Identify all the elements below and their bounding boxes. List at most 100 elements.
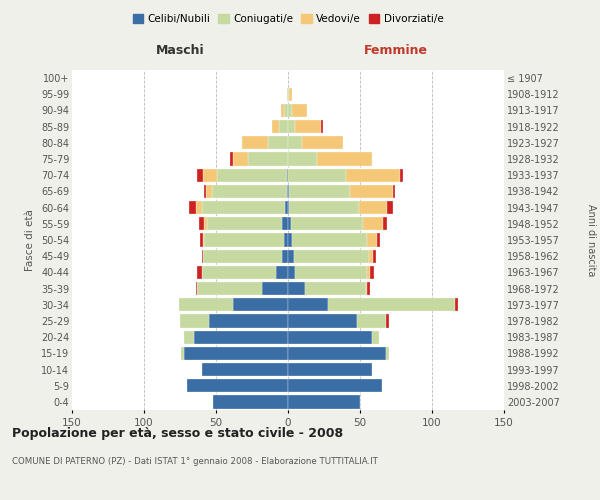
Bar — [292, 104, 307, 117]
Bar — [179, 298, 233, 312]
Bar — [188, 201, 196, 214]
Bar — [368, 250, 373, 263]
Bar — [288, 314, 357, 328]
Bar — [288, 379, 382, 392]
Bar — [202, 266, 277, 279]
Bar — [196, 282, 197, 295]
Bar — [289, 201, 359, 214]
Bar — [363, 217, 383, 230]
Text: Femmine: Femmine — [364, 44, 428, 57]
Bar — [370, 266, 374, 279]
Bar — [288, 168, 346, 182]
Bar — [367, 234, 377, 246]
Bar — [187, 379, 288, 392]
Bar — [282, 217, 288, 230]
Y-axis label: Fasce di età: Fasce di età — [25, 209, 35, 271]
Bar — [317, 152, 371, 166]
Bar — [288, 136, 302, 149]
Bar — [288, 104, 292, 117]
Bar — [205, 185, 206, 198]
Bar — [305, 282, 366, 295]
Bar — [202, 201, 285, 214]
Bar — [202, 250, 203, 263]
Bar — [282, 250, 288, 263]
Bar — [277, 266, 288, 279]
Bar — [288, 201, 289, 214]
Bar — [281, 104, 284, 117]
Bar — [205, 234, 284, 246]
Bar — [262, 282, 288, 295]
Bar — [217, 168, 287, 182]
Bar — [206, 185, 212, 198]
Bar — [203, 234, 205, 246]
Bar — [294, 250, 368, 263]
Bar — [328, 298, 455, 312]
Bar — [197, 266, 202, 279]
Bar — [284, 104, 288, 117]
Bar — [272, 120, 280, 134]
Bar — [285, 201, 288, 214]
Bar — [367, 282, 370, 295]
Bar — [288, 250, 294, 263]
Bar — [196, 201, 202, 214]
Bar — [393, 185, 395, 198]
Bar — [203, 168, 217, 182]
Bar — [302, 136, 343, 149]
Bar — [321, 120, 323, 134]
Bar — [184, 330, 194, 344]
Bar — [455, 298, 458, 312]
Bar — [386, 346, 389, 360]
Bar — [200, 234, 203, 246]
Bar — [288, 363, 371, 376]
Bar — [287, 168, 288, 182]
Bar — [289, 185, 350, 198]
Bar — [295, 120, 321, 134]
Bar — [208, 217, 282, 230]
Bar — [288, 282, 305, 295]
Bar — [233, 152, 248, 166]
Bar — [292, 234, 367, 246]
Bar — [288, 298, 328, 312]
Bar — [377, 234, 380, 246]
Bar — [194, 330, 288, 344]
Bar — [289, 88, 292, 101]
Bar — [288, 234, 292, 246]
Bar — [366, 282, 367, 295]
Text: Anni di nascita: Anni di nascita — [586, 204, 596, 276]
Bar — [373, 250, 376, 263]
Bar — [350, 185, 393, 198]
Bar — [203, 250, 282, 263]
Bar — [209, 314, 288, 328]
Legend: Celibi/Nubili, Coniugati/e, Vedovi/e, Divorziati/e: Celibi/Nubili, Coniugati/e, Vedovi/e, Di… — [128, 10, 448, 29]
Bar — [288, 185, 289, 198]
Bar — [288, 152, 317, 166]
Bar — [180, 314, 209, 328]
Bar — [268, 136, 288, 149]
Bar — [367, 266, 370, 279]
Bar — [288, 120, 295, 134]
Bar — [288, 88, 289, 101]
Bar — [386, 314, 389, 328]
Bar — [295, 266, 367, 279]
Bar — [388, 201, 393, 214]
Bar — [288, 266, 295, 279]
Bar — [288, 346, 386, 360]
Bar — [212, 185, 287, 198]
Bar — [288, 217, 291, 230]
Bar — [199, 217, 205, 230]
Bar — [359, 201, 388, 214]
Bar — [242, 136, 268, 149]
Bar — [248, 152, 288, 166]
Bar — [288, 396, 360, 408]
Bar — [202, 363, 288, 376]
Bar — [287, 185, 288, 198]
Bar — [205, 217, 208, 230]
Bar — [213, 396, 288, 408]
Bar — [197, 282, 262, 295]
Text: COMUNE DI PATERNO (PZ) - Dati ISTAT 1° gennaio 2008 - Elaborazione TUTTITALIA.IT: COMUNE DI PATERNO (PZ) - Dati ISTAT 1° g… — [12, 458, 378, 466]
Bar — [288, 330, 371, 344]
Bar — [233, 298, 288, 312]
Bar — [291, 217, 363, 230]
Bar — [346, 168, 400, 182]
Bar — [383, 217, 388, 230]
